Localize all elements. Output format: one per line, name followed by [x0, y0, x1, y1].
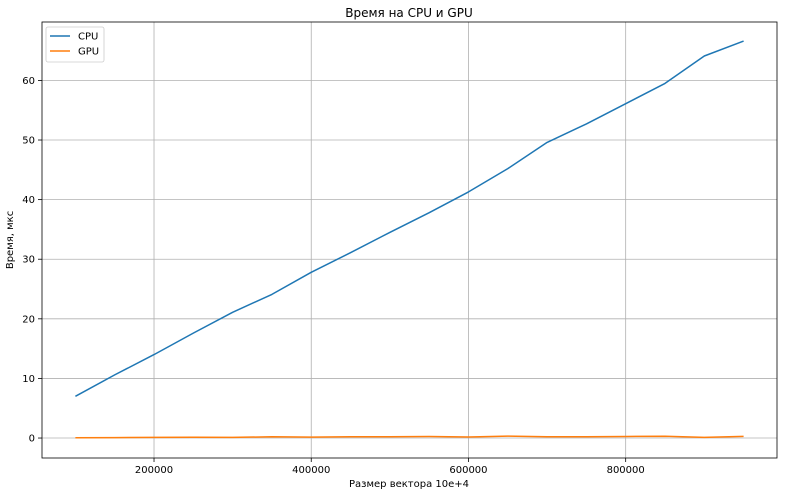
series-line-cpu [75, 40, 744, 397]
y-tick-label: 20 [22, 314, 35, 325]
legend: CPU GPU [45, 26, 105, 63]
x-tick-label: 400000 [292, 465, 330, 476]
x-axis: 200000 400000 600000 800000 [135, 458, 645, 476]
y-tick-label: 50 [22, 136, 35, 147]
x-tick-label: 200000 [135, 465, 173, 476]
y-tick-label: 30 [22, 255, 35, 266]
series-line-gpu [75, 435, 744, 439]
chart-title: Время на CPU и GPU [345, 6, 472, 20]
y-tick-label: 40 [22, 195, 35, 206]
y-axis-label: Время, мкс [5, 211, 16, 269]
y-tick-label: 10 [22, 374, 35, 385]
legend-label-gpu: GPU [78, 47, 99, 58]
plot-area [41, 21, 778, 459]
y-tick-label: 0 [29, 434, 35, 445]
x-axis-label: Размер вектора 10e+4 [349, 479, 469, 490]
x-tick-label: 600000 [449, 465, 487, 476]
y-axis: 0 10 20 30 40 50 60 [22, 76, 42, 445]
x-tick-label: 800000 [607, 465, 645, 476]
legend-label-cpu: CPU [78, 32, 98, 43]
y-tick-label: 60 [22, 76, 35, 87]
grid [42, 22, 777, 458]
series-layer [75, 40, 744, 439]
